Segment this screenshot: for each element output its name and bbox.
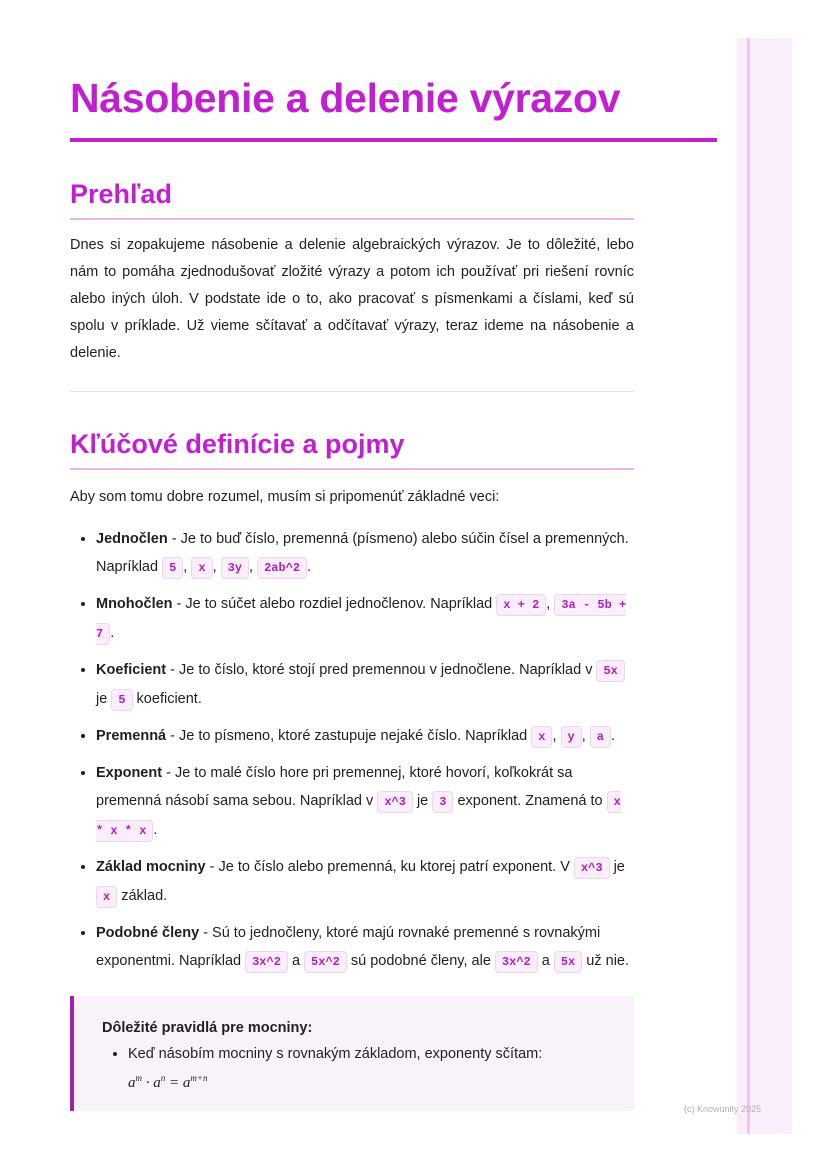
definition-text: koeficient. xyxy=(132,691,202,707)
overview-paragraph: Dnes si zopakujeme násobenie a delenie a… xyxy=(70,237,634,361)
definition-text: - Je to malé číslo hore pri premennej, k… xyxy=(96,765,573,809)
definition-text: - Je to súčet alebo rozdiel jednočlenov.… xyxy=(172,596,497,612)
side-rule xyxy=(747,38,750,1134)
rule-formula: am · an = am+n xyxy=(128,1073,208,1091)
definition-text: exponent. Znamená to xyxy=(453,793,607,809)
definition-text: , xyxy=(212,559,221,575)
definition-text: , xyxy=(183,559,192,575)
overview-heading: Prehľad xyxy=(70,176,634,220)
definition-text: , xyxy=(249,559,258,575)
definition-text: sú podobné členy, ale xyxy=(346,953,495,969)
definition-item: Základ mocniny - Je to číslo alebo preme… xyxy=(96,853,634,911)
definition-text: , xyxy=(581,728,590,744)
definition-text: a xyxy=(537,953,554,969)
definition-term: Jednočlen xyxy=(96,531,168,547)
inline-code: x^3 xyxy=(573,857,610,879)
inline-code: 3x^2 xyxy=(245,951,288,973)
definition-text: , xyxy=(552,728,561,744)
definition-item: Exponent - Je to malé číslo hore pri pre… xyxy=(96,759,634,845)
divider xyxy=(70,391,634,392)
definition-item: Jednočlen - Je to buď číslo, premenná (p… xyxy=(96,525,634,582)
definition-term: Koeficient xyxy=(96,662,167,678)
definition-term: Podobné členy xyxy=(96,925,200,941)
inline-code: 3 xyxy=(432,791,454,813)
definition-text: . xyxy=(610,728,615,744)
definitions-heading: Kľúčové definície a pojmy xyxy=(70,426,634,470)
definitions-intro: Aby som tomu dobre rozumel, musím si pri… xyxy=(70,489,500,505)
document-content: Násobenie a delenie výrazov Prehľad Dnes… xyxy=(70,70,717,1111)
definitions-list: Jednočlen - Je to buď číslo, premenná (p… xyxy=(70,525,634,976)
inline-code: x xyxy=(191,557,213,579)
inline-code: 5x xyxy=(596,660,625,682)
definition-text: . xyxy=(153,822,158,838)
definition-item: Podobné členy - Sú to jednočleny, ktoré … xyxy=(96,919,634,976)
definition-text: a xyxy=(287,953,305,969)
definition-item: Premenná - Je to písmeno, ktoré zastupuj… xyxy=(96,722,634,751)
inline-code: x^3 xyxy=(377,791,413,813)
definition-text: je xyxy=(96,691,112,707)
definition-term: Premenná xyxy=(96,728,167,744)
definition-text: je xyxy=(609,859,625,875)
definition-term: Exponent xyxy=(96,765,163,781)
inline-code: 5 xyxy=(162,557,184,579)
callout-title: Dôležité pravidlá pre mocniny: xyxy=(102,1020,313,1036)
definition-text: - Je to písmeno, ktoré zastupuje nejaké … xyxy=(166,728,532,744)
inline-code: a xyxy=(589,726,611,748)
page-title: Násobenie a delenie výrazov xyxy=(70,70,717,142)
copyright: (c) Knowunity 2025 xyxy=(684,1104,762,1114)
inline-code: 5x xyxy=(553,951,583,973)
rules-callout: Dôležité pravidlá pre mocniny: Keď násob… xyxy=(70,996,634,1111)
inline-code: x xyxy=(531,726,553,748)
definition-text: - Sú to jednočleny, ktoré majú rovnaké p… xyxy=(96,925,601,969)
definition-text: už nie. xyxy=(582,953,630,969)
inline-code: 3x^2 xyxy=(494,951,538,973)
inline-code: 5 xyxy=(111,689,133,711)
definition-text: - Je to buď číslo, premenná (písmeno) al… xyxy=(96,531,629,575)
definition-item: Koeficient - Je to číslo, ktoré stojí pr… xyxy=(96,656,634,714)
rule-text: Keď násobím mocniny s rovnakým základom,… xyxy=(128,1046,543,1062)
definition-text: - Je to číslo alebo premenná, ku ktorej … xyxy=(205,859,574,875)
inline-code: 5x^2 xyxy=(304,951,347,973)
definition-term: Mnohočlen xyxy=(96,596,173,612)
definition-text: - Je to číslo, ktoré stojí pred premenno… xyxy=(166,662,597,678)
definition-text: . xyxy=(307,559,312,575)
inline-code: 3y xyxy=(220,557,250,579)
inline-code: x + 2 xyxy=(496,594,547,616)
definition-text: základ. xyxy=(117,888,168,904)
definition-text: , xyxy=(546,596,555,612)
inline-code: x xyxy=(96,886,118,908)
rule-item: Keď násobím mocniny s rovnakým základom,… xyxy=(128,1042,614,1095)
inline-code: y xyxy=(560,726,582,748)
definition-item: Mnohočlen - Je to súčet alebo rozdiel je… xyxy=(96,590,634,648)
definition-text: je xyxy=(412,793,433,809)
definition-text: . xyxy=(110,625,115,641)
definition-term: Základ mocniny xyxy=(96,859,206,875)
inline-code: 2ab^2 xyxy=(257,557,308,579)
side-panel xyxy=(737,38,792,1134)
